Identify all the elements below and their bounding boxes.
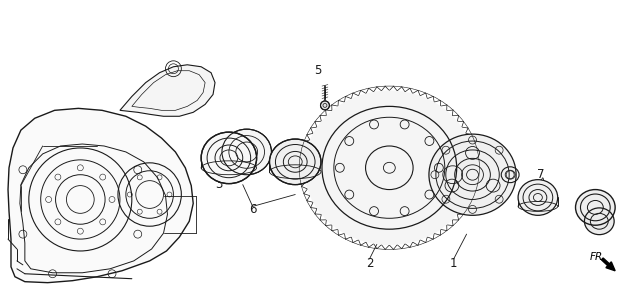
Text: 3: 3 xyxy=(215,178,223,191)
FancyArrow shape xyxy=(602,258,615,271)
Ellipse shape xyxy=(575,190,615,225)
Text: 1: 1 xyxy=(450,257,458,270)
Polygon shape xyxy=(120,65,215,116)
Circle shape xyxy=(321,101,330,110)
Ellipse shape xyxy=(269,139,321,185)
Ellipse shape xyxy=(222,129,271,175)
Ellipse shape xyxy=(201,132,257,184)
Text: 5: 5 xyxy=(314,64,322,77)
Ellipse shape xyxy=(304,90,474,245)
Text: FR.: FR. xyxy=(590,252,607,262)
Ellipse shape xyxy=(429,134,516,215)
Text: 6: 6 xyxy=(249,203,257,216)
Polygon shape xyxy=(8,108,193,283)
Ellipse shape xyxy=(518,180,557,215)
Text: 7: 7 xyxy=(537,168,545,181)
Text: 2: 2 xyxy=(366,257,373,270)
Ellipse shape xyxy=(584,208,614,235)
Text: 4: 4 xyxy=(602,223,609,236)
